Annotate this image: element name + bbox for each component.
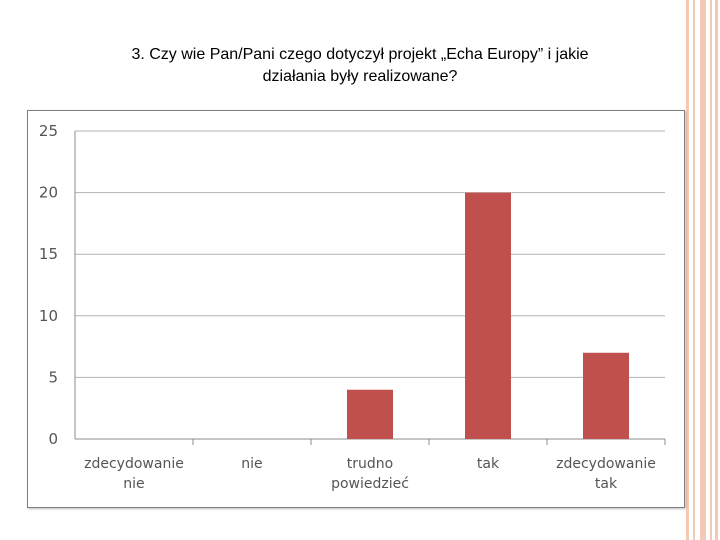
y-tick-label: 5 [48, 368, 58, 386]
chart-frame [27, 110, 685, 508]
decor-line-2 [693, 0, 695, 540]
slide-title-line-1: 3. Czy wie Pan/Pani czego dotyczył proje… [131, 46, 589, 63]
decor-line-3 [700, 0, 706, 540]
bar [583, 352, 629, 439]
y-tick-label: 0 [48, 430, 58, 448]
decor-line-5 [715, 0, 718, 540]
bar [347, 389, 393, 439]
y-tick-label: 15 [39, 245, 58, 263]
bar [465, 192, 511, 439]
x-tick-label: zdecydowanie [84, 456, 184, 472]
x-tick-label: trudno [347, 456, 393, 472]
decor-line-4 [710, 0, 712, 540]
x-tick-label: nie [123, 476, 144, 492]
x-tick-label: zdecydowanie [556, 456, 656, 472]
x-tick-label: tak [595, 476, 618, 492]
slide-title-line-2: działania były realizowane? [262, 68, 458, 85]
x-tick-label: tak [477, 456, 500, 472]
x-tick-label: powiedzieć [331, 476, 409, 492]
decor-line-1 [686, 0, 689, 540]
slide-title: 3. Czy wie Pan/Pani czego dotyczył proje… [70, 44, 650, 88]
y-tick-label: 10 [39, 307, 58, 325]
x-tick-label: nie [241, 456, 262, 472]
y-tick-label: 20 [39, 184, 58, 202]
y-tick-label: 25 [39, 122, 58, 140]
